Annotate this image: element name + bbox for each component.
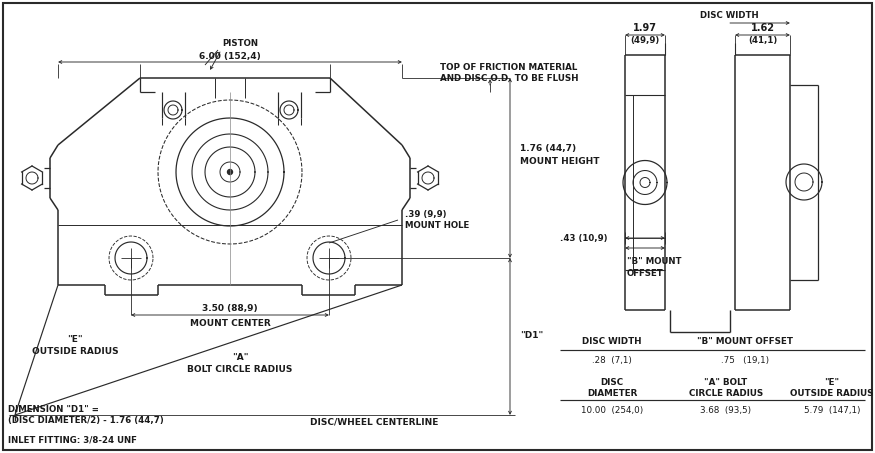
Circle shape xyxy=(228,169,233,174)
Text: (41,1): (41,1) xyxy=(748,35,777,44)
Text: 6.00 (152,4): 6.00 (152,4) xyxy=(200,53,261,62)
Text: MOUNT HEIGHT: MOUNT HEIGHT xyxy=(520,156,599,165)
Text: DISC WIDTH: DISC WIDTH xyxy=(582,337,641,346)
Text: "D1": "D1" xyxy=(520,332,543,341)
Text: "E"
OUTSIDE RADIUS: "E" OUTSIDE RADIUS xyxy=(790,378,874,398)
Text: (49,9): (49,9) xyxy=(630,35,660,44)
Text: OFFSET: OFFSET xyxy=(627,270,664,279)
Text: PISTON: PISTON xyxy=(222,39,258,48)
Text: OUTSIDE RADIUS: OUTSIDE RADIUS xyxy=(31,347,118,357)
Text: MOUNT CENTER: MOUNT CENTER xyxy=(190,319,270,328)
Text: 1.62: 1.62 xyxy=(751,23,774,33)
Text: 5.79  (147,1): 5.79 (147,1) xyxy=(804,405,860,414)
Text: 1.97: 1.97 xyxy=(633,23,657,33)
Text: .75   (19,1): .75 (19,1) xyxy=(721,356,769,365)
Text: .39 (9,9): .39 (9,9) xyxy=(405,211,446,220)
Text: INLET FITTING: 3/8-24 UNF: INLET FITTING: 3/8-24 UNF xyxy=(8,435,136,444)
Text: DIMENSION "D1" =
(DISC DIAMETER/2) - 1.76 (44,7): DIMENSION "D1" = (DISC DIAMETER/2) - 1.7… xyxy=(8,405,164,425)
Text: DISC
DIAMETER: DISC DIAMETER xyxy=(587,378,637,398)
Text: DISC/WHEEL CENTERLINE: DISC/WHEEL CENTERLINE xyxy=(310,418,438,427)
Text: "B" MOUNT: "B" MOUNT xyxy=(627,257,682,266)
Text: 3.50 (88,9): 3.50 (88,9) xyxy=(202,304,258,313)
Text: "A": "A" xyxy=(232,353,248,362)
Text: "E": "E" xyxy=(67,336,83,344)
Text: "B" MOUNT OFFSET: "B" MOUNT OFFSET xyxy=(697,337,793,346)
Text: 3.68  (93,5): 3.68 (93,5) xyxy=(701,405,752,414)
Text: DISC WIDTH: DISC WIDTH xyxy=(700,10,759,19)
Text: "A" BOLT
CIRCLE RADIUS: "A" BOLT CIRCLE RADIUS xyxy=(689,378,763,398)
Text: .43 (10,9): .43 (10,9) xyxy=(559,233,607,242)
Text: BOLT CIRCLE RADIUS: BOLT CIRCLE RADIUS xyxy=(187,366,292,375)
Text: MOUNT HOLE: MOUNT HOLE xyxy=(405,222,469,231)
Text: 10.00  (254,0): 10.00 (254,0) xyxy=(581,405,643,414)
Text: TOP OF FRICTION MATERIAL
AND DISC O.D. TO BE FLUSH: TOP OF FRICTION MATERIAL AND DISC O.D. T… xyxy=(440,63,578,83)
Text: 1.76 (44,7): 1.76 (44,7) xyxy=(520,144,576,153)
Text: .28  (7,1): .28 (7,1) xyxy=(592,356,632,365)
